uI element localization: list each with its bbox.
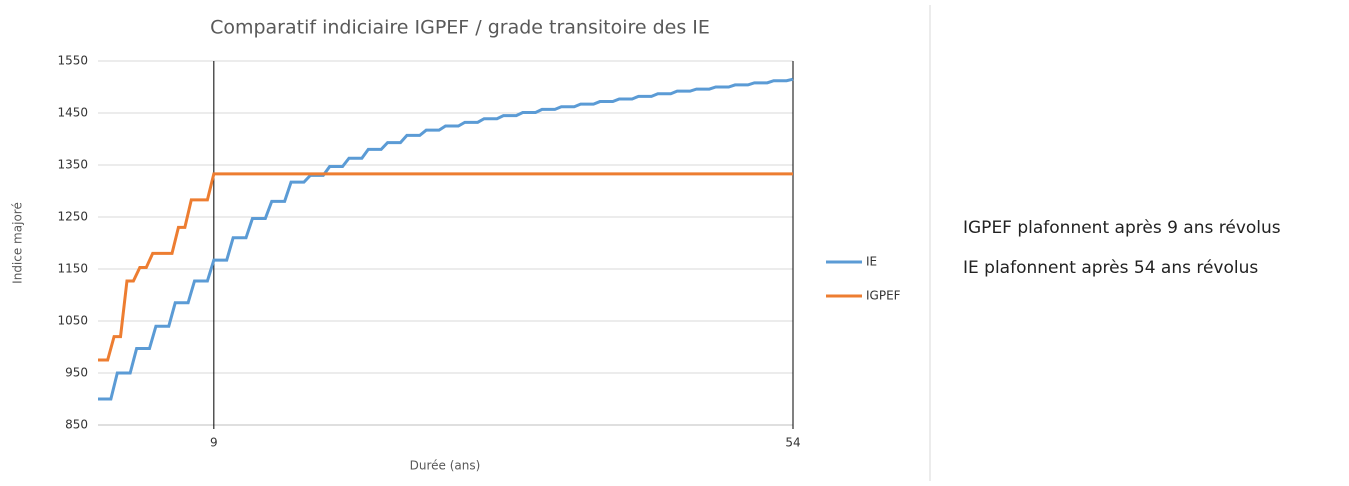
y-tick-label: 1150 — [57, 262, 88, 276]
y-axis-label: Indice majoré — [11, 202, 25, 284]
y-tick-label: 1350 — [57, 158, 88, 172]
y-tick-label: 950 — [65, 366, 88, 380]
y-tick-label: 1450 — [57, 106, 88, 120]
annotation: IGPEF plafonnent après 9 ans révolus — [963, 218, 1281, 238]
series-line — [98, 172, 793, 362]
series-line — [98, 77, 794, 401]
annotation: IE plafonnent après 54 ans révolus — [963, 258, 1258, 278]
y-tick-label: 1050 — [57, 314, 88, 328]
x-tick-label: 54 — [785, 436, 800, 450]
y-tick-label: 850 — [65, 418, 88, 432]
chart-title: Comparatif indiciaire IGPEF / grade tran… — [210, 17, 710, 39]
legend-label: IGPEF — [866, 289, 901, 303]
legend-label: IE — [866, 255, 877, 269]
x-tick-label: 9 — [210, 436, 218, 450]
y-tick-label: 1550 — [57, 54, 88, 68]
y-tick-label: 1250 — [57, 210, 88, 224]
x-axis-label: Durée (ans) — [410, 459, 481, 473]
